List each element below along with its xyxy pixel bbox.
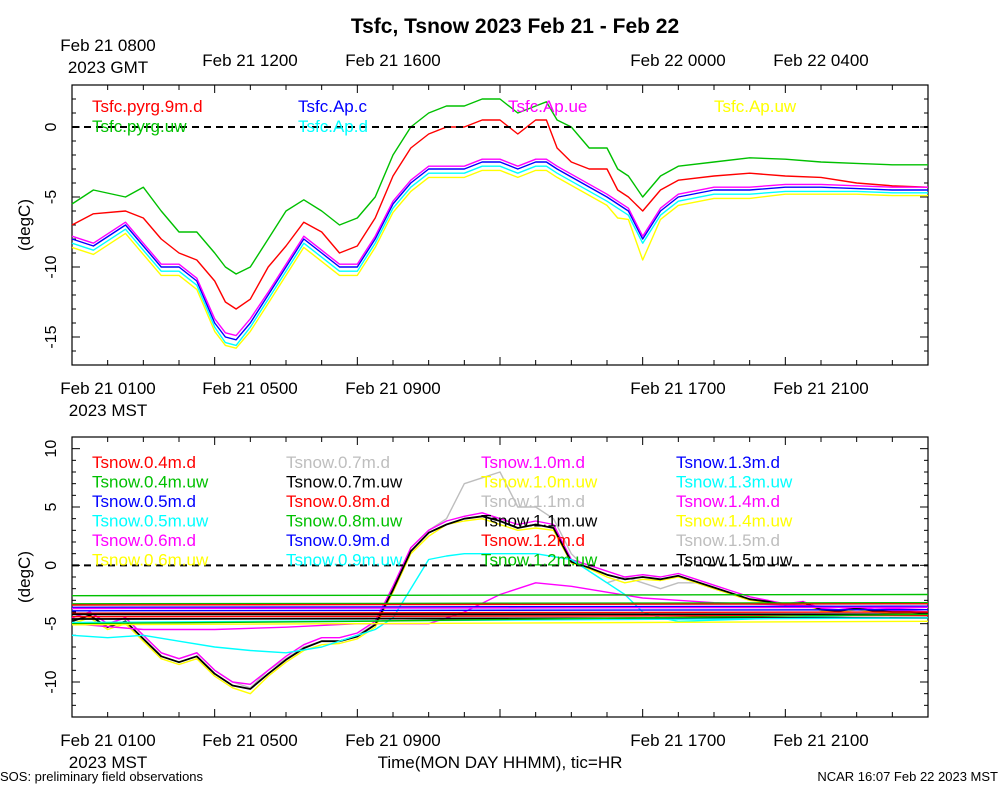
series-line-tsnow-0-5m-d	[71, 609, 929, 612]
snow-temperature-panel: -10 -5 0 5 10 (degC) Tsnow.0.4m.dTsnow.0.4m.uw…	[15, 436, 929, 718]
legend-entry: Tsfc.pyrg.uw	[92, 117, 187, 136]
series-line-tsnow-1-4m-d	[71, 606, 929, 610]
bottom-time-label-4: Feb 21 2100	[773, 731, 868, 750]
y-tick-label: -5	[43, 190, 60, 204]
legend-entry: Tsnow.1.3m.d	[676, 453, 780, 472]
series-line-tsfc-ap-d	[71, 165, 928, 347]
legend-entry: Tsnow.1.1m.uw	[481, 512, 598, 531]
y-tick-label: 5	[43, 502, 60, 511]
mid-time-label-4: Feb 21 2100	[773, 379, 868, 398]
legend-entry: Tsnow.1.4m.d	[676, 492, 780, 511]
legend-entry: Tsnow.0.9m.d	[286, 531, 390, 550]
x-axis-title: Time(MON DAY HHMM), tic=HR	[378, 753, 623, 772]
legend-entry: Tsnow.1.4m.uw	[676, 512, 793, 531]
legend-entry: Tsnow.1.1m.d	[481, 492, 585, 511]
legend-entry: Tsnow.0.8m.d	[286, 492, 390, 511]
bottom-time-label-0: Feb 21 0100	[60, 731, 155, 750]
top-time-label-2: Feb 21 1600	[345, 51, 440, 70]
series-line-tsnow-0-4m-uw	[71, 593, 929, 597]
bottom-tz-label: 2023 MST	[69, 753, 147, 772]
y-tick-label: -10	[43, 255, 60, 278]
series-line-tsnow-0-6m-uw	[71, 620, 929, 626]
legend-entry: Tsnow.0.5m.d	[92, 492, 196, 511]
top-tz-label: 2023 GMT	[68, 58, 148, 77]
footer-right: NCAR 16:07 Feb 22 2023 MST	[817, 769, 998, 784]
y-tick-label: 0	[43, 122, 60, 131]
mid-time-label-2: Feb 21 0900	[345, 379, 440, 398]
mid-time-label-3: Feb 21 1700	[630, 379, 725, 398]
y-tick-label: -15	[43, 325, 60, 348]
plot-frame-0	[71, 84, 929, 366]
legend-entry: Tsnow.0.6m.d	[92, 531, 196, 550]
mid-tz-label: 2023 MST	[69, 401, 147, 420]
legend-entry: Tsfc.pyrg.9m.d	[92, 97, 203, 116]
mid-time-label-0: Feb 21 0100	[60, 379, 155, 398]
y-tick-label: 0	[43, 561, 60, 570]
series-line-tsfc-ap-c	[71, 161, 928, 341]
legend-entry: Tsnow.1.3m.uw	[676, 473, 793, 492]
y-axis-label: (degC)	[15, 199, 34, 251]
series-line-tsnow-1-3m-d	[71, 605, 929, 608]
series-line-tsnow-0-8m-uw	[71, 602, 929, 605]
bottom-time-label-1: Feb 21 0500	[202, 731, 297, 750]
legend-entry: Tsnow.0.8m.uw	[286, 512, 403, 531]
legend-entry: Tsnow.0.4m.uw	[92, 473, 209, 492]
legend-entry: Tsnow.1.2m.uw	[481, 551, 598, 570]
series-line-tsfc-ap-uw	[71, 169, 928, 349]
y-tick-label: 10	[43, 440, 60, 458]
legend-entry: Tsfc.Ap.uw	[714, 97, 797, 116]
legend-entry: Tsnow.0.4m.d	[92, 453, 196, 472]
footer-left: SOS: preliminary field observations	[0, 769, 204, 784]
legend-entry: Tsnow.1.0m.d	[481, 453, 585, 472]
series-line-tsfc-pyrg-uw	[71, 98, 928, 275]
mid-time-label-1: Feb 21 0500	[202, 379, 297, 398]
legend-entry: Tsnow.0.9m.uw	[286, 551, 403, 570]
legend-entry: Tsfc.Ap.c	[298, 97, 367, 116]
series-line-tsfc-ap-ue	[71, 158, 928, 337]
legend-entry: Tsfc.Ap.d	[298, 117, 368, 136]
top-time-label-1: Feb 21 1200	[202, 51, 297, 70]
bottom-time-label-2: Feb 21 0900	[345, 731, 440, 750]
legend-entry: Tsnow.1.5m.uw	[676, 551, 793, 570]
legend-entry: Tsnow.0.7m.uw	[286, 473, 403, 492]
y-tick-label: -5	[43, 616, 60, 630]
legend-entry: Tsnow.0.6m.uw	[92, 551, 209, 570]
series-line-tsnow-0-4m-d	[71, 603, 929, 606]
series-line-tsnow-1-2m-uw	[71, 613, 929, 625]
series-line-tsfc-pyrg-9m-d	[71, 119, 929, 310]
legend-entry: Tsnow.1.2m.d	[481, 531, 585, 550]
series-line-tsnow-0-8m-d	[71, 611, 929, 614]
legend-entry: Tsnow.1.0m.uw	[481, 473, 598, 492]
legend-entry: Tsfc.Ap.ue	[508, 97, 587, 116]
y-axis-label: (degC)	[15, 551, 34, 603]
legend-entry: Tsnow.0.7m.d	[286, 453, 390, 472]
top-time-label-0: Feb 21 0800	[60, 36, 155, 55]
bottom-time-label-3: Feb 21 1700	[630, 731, 725, 750]
legend-entry: Tsnow.1.5m.d	[676, 531, 780, 550]
legend-entry: Tsnow.0.5m.uw	[92, 512, 209, 531]
chart-title: Tsfc, Tsnow 2023 Feb 21 - Feb 22	[351, 15, 679, 38]
y-tick-label: -10	[43, 670, 60, 693]
surface-temperature-panel: -15 -10 -5 0 (degC) Tsfc.pyrg.9m.dTsfc.pyrg.u…	[15, 84, 929, 366]
top-time-label-4: Feb 22 0400	[773, 51, 868, 70]
top-time-label-3: Feb 22 0000	[630, 51, 725, 70]
